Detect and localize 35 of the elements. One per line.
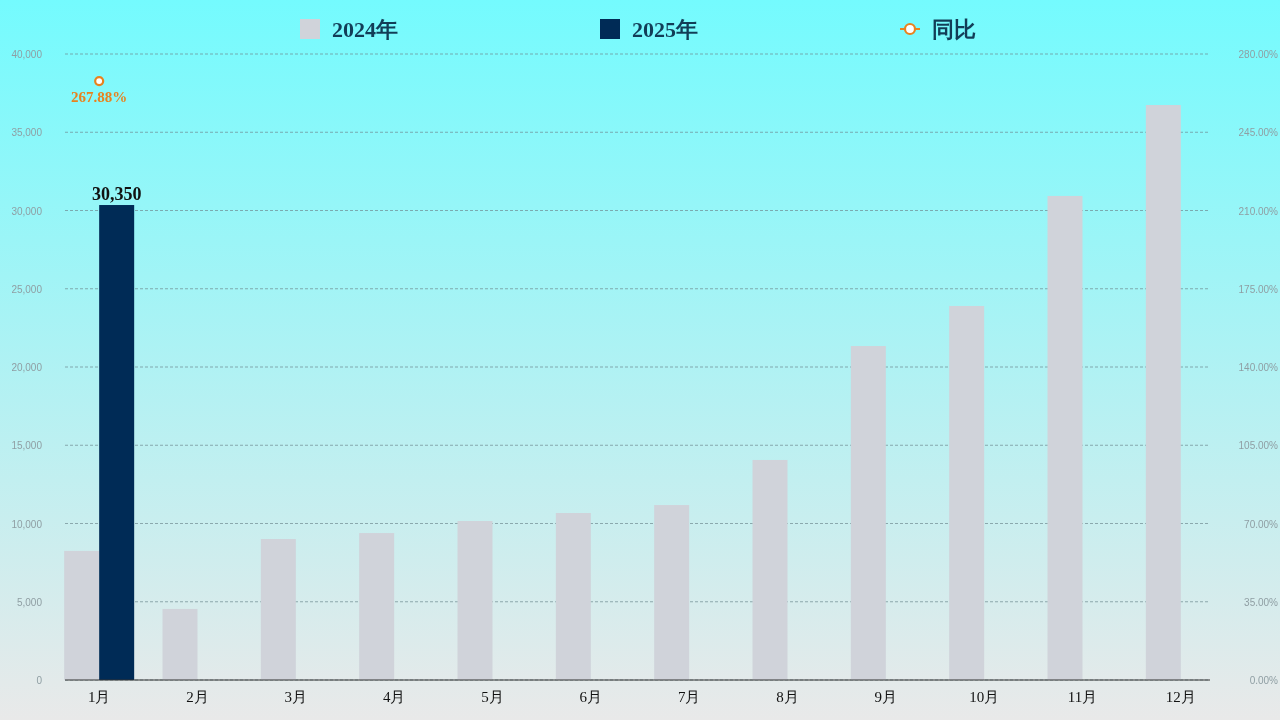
y2-tick-label: 175.00% xyxy=(1238,283,1279,295)
y-tick-label: 35,000 xyxy=(11,127,43,139)
x-tick-label: 6月 xyxy=(579,689,603,705)
data-label: 30,350 xyxy=(91,184,142,205)
x-tick-label: 10月 xyxy=(969,689,1000,705)
data-label: 267.88% xyxy=(71,89,128,106)
x-tick-label: 8月 xyxy=(776,689,799,705)
x-tick-label: 4月 xyxy=(382,689,406,705)
legend-label: 2024年 xyxy=(332,17,398,42)
y2-tick-label: 280.00% xyxy=(1238,49,1279,60)
x-tick-label: 5月 xyxy=(481,689,504,705)
y-tick-label: 15,000 xyxy=(11,440,43,452)
legend-label: 同比 xyxy=(932,17,976,42)
y-tick-label: 20,000 xyxy=(11,362,43,373)
y2-tick-label: 70.00% xyxy=(1244,518,1279,530)
y-tick-label: 10,000 xyxy=(11,518,43,530)
y-tick-label: 25,000 xyxy=(11,283,43,295)
x-tick-label: 12月 xyxy=(1165,689,1196,705)
x-tick-label: 3月 xyxy=(284,689,308,705)
y2-tick-label: 105.00% xyxy=(1238,440,1279,452)
y2-tick-label: 210.00% xyxy=(1238,205,1279,217)
y-tick-label: 40,000 xyxy=(11,49,43,60)
x-tick-label: 9月 xyxy=(874,689,898,705)
x-tick-label: 11月 xyxy=(1067,689,1098,705)
y-tick-label: 0 xyxy=(36,675,43,686)
y2-tick-label: 35.00% xyxy=(1244,596,1279,608)
y2-tick-label: 0.00% xyxy=(1249,675,1279,686)
x-tick-label: 2月 xyxy=(186,689,209,705)
legend-label: 2025年 xyxy=(632,17,698,42)
y2-tick-label: 245.00% xyxy=(1238,127,1279,139)
x-tick-label: 7月 xyxy=(677,689,701,705)
y2-tick-label: 140.00% xyxy=(1238,362,1279,373)
y-tick-label: 30,000 xyxy=(11,205,43,217)
x-tick-label: 1月 xyxy=(87,689,111,705)
y-tick-label: 5,000 xyxy=(16,596,43,608)
